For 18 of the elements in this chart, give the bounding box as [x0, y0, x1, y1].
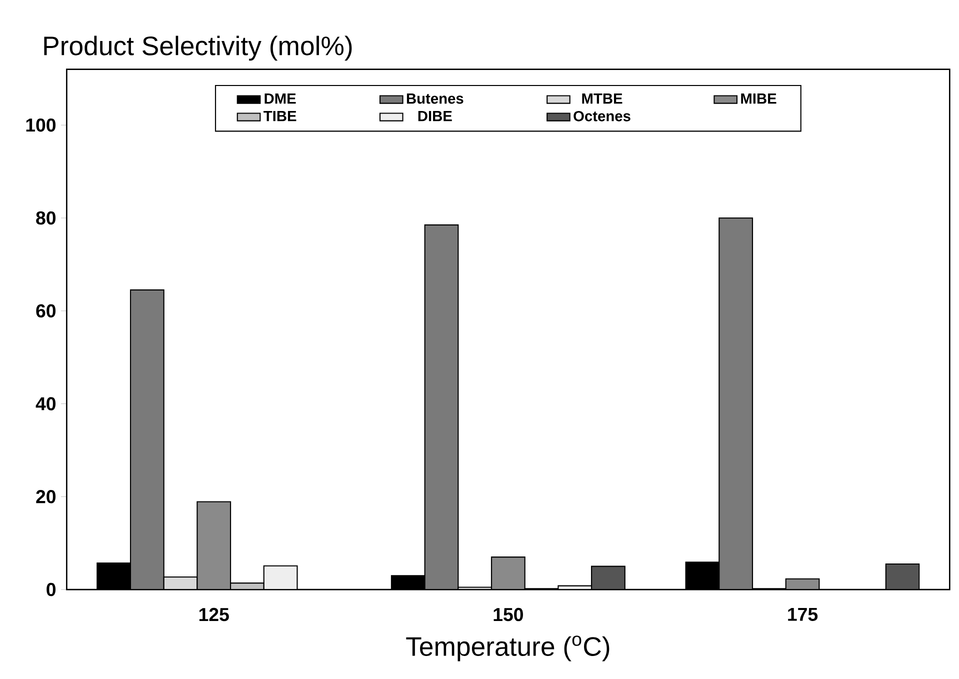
- y-tick-label: 20: [36, 490, 56, 504]
- x-tick-label: 175: [788, 608, 818, 622]
- legend-label: MIBE: [741, 94, 776, 104]
- legend-label: DME: [264, 94, 296, 104]
- chart-title: Product Selectivity (mol%): [44, 36, 352, 61]
- y-tick-label: 40: [36, 397, 56, 410]
- y-tick-label: 60: [36, 304, 56, 318]
- legend-label: DIBE: [418, 111, 452, 122]
- legend-label: MTBE: [582, 94, 622, 104]
- x-tick-label: 150: [494, 608, 523, 622]
- x-axis-title: Temperature ($^{o}$C): [406, 636, 610, 662]
- y-tick-label: 80: [36, 211, 56, 225]
- y-tick-label: 100: [26, 118, 56, 132]
- legend-label: TIBE: [264, 111, 296, 122]
- x-tick-label: 125: [199, 608, 229, 622]
- y-tick-label: 0: [46, 582, 56, 596]
- legend-label: Octenes: [574, 110, 630, 122]
- legend-label: Butenes: [406, 94, 464, 104]
